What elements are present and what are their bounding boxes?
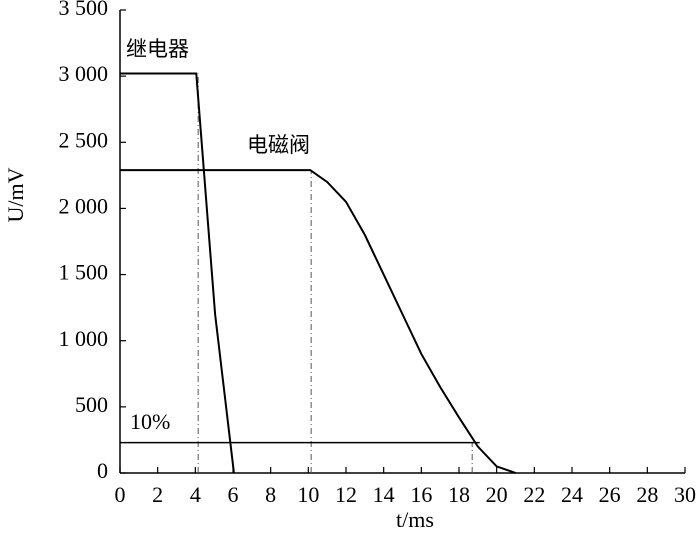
y-tick-label: 3 000 (59, 61, 109, 86)
series-label: 继电器 (126, 37, 189, 61)
x-tick-label: 24 (561, 482, 583, 507)
x-tick-label: 14 (373, 482, 395, 507)
y-tick-label: 2 500 (59, 127, 109, 152)
y-tick-label: 2 000 (59, 193, 109, 218)
x-tick-label: 18 (448, 482, 470, 507)
x-tick-label: 6 (228, 482, 239, 507)
y-tick-label: 0 (97, 458, 108, 483)
x-tick-label: 0 (115, 482, 126, 507)
series-line (120, 72, 235, 474)
x-tick-label: 10 (297, 482, 319, 507)
x-tick-label: 22 (523, 482, 545, 507)
y-tick-label: 3 500 (59, 0, 109, 20)
threshold-label: 10% (130, 409, 170, 434)
x-tick-label: 12 (335, 482, 357, 507)
x-tick-label: 20 (486, 482, 508, 507)
x-tick-label: 2 (152, 482, 163, 507)
x-axis-label: t/ms (396, 507, 434, 532)
y-axis-label: U/mV (3, 167, 28, 222)
y-tick-label: 1 500 (59, 260, 109, 285)
x-tick-label: 30 (674, 482, 696, 507)
x-tick-label: 26 (599, 482, 621, 507)
x-tick-label: 4 (190, 482, 201, 507)
x-tick-label: 28 (636, 482, 658, 507)
series-label: 电磁阀 (247, 133, 310, 157)
y-tick-label: 500 (75, 392, 108, 417)
series-line (120, 169, 516, 474)
x-tick-label: 8 (265, 482, 276, 507)
x-tick-label: 16 (410, 482, 432, 507)
y-tick-label: 1 000 (59, 326, 109, 351)
